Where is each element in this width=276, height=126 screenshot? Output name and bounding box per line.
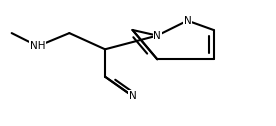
Text: N: N — [184, 16, 191, 26]
Text: N: N — [129, 91, 136, 101]
Text: N: N — [153, 31, 161, 41]
Text: NH: NH — [30, 41, 46, 51]
